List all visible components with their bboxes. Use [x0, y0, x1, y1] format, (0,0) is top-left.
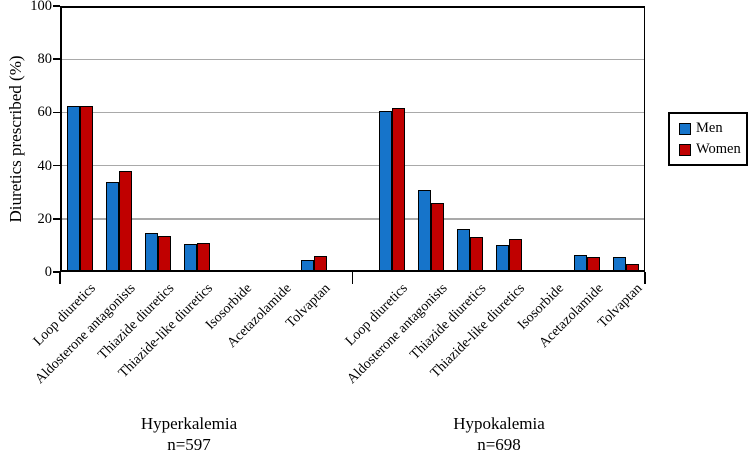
- legend-label-women: Women: [696, 141, 741, 157]
- group-label-name-hyperkalemia: Hyperkalemia: [140, 414, 238, 433]
- gridline-60: [60, 111, 645, 114]
- bar-hyperkalemia-thiazide-like-diuretics-women: [196, 242, 210, 272]
- gridline-20: [60, 218, 645, 220]
- x-tick-mark-2: [644, 272, 646, 284]
- bar-hyperkalemia-thiazide-diuretics-women: [157, 236, 171, 272]
- group-label-hyperkalemia: Hyperkalemia n=597: [141, 413, 237, 452]
- legend: Men Women: [668, 112, 748, 166]
- y-tick-mark-20: [53, 218, 60, 220]
- bar-hyperkalemia-tolvaptan-women: [313, 256, 327, 272]
- bar-hypokalemia-aldosterone-antagonists-men: [417, 189, 431, 272]
- bar-hyperkalemia-loop-diuretics-women: [79, 105, 93, 272]
- bar-hyperkalemia-thiazide-diuretics-men: [144, 233, 158, 272]
- x-tick-mark-0: [59, 272, 61, 284]
- bar-hyperkalemia-thiazide-like-diuretics-men: [183, 244, 197, 272]
- bar-hypokalemia-acetazolamide-men: [573, 254, 587, 272]
- y-tick-label-20: 20: [37, 210, 53, 227]
- bar-hypokalemia-isosorbide-men: [534, 270, 548, 272]
- group-label-hypokalemia: Hypokalemia n=698: [453, 413, 545, 452]
- legend-swatch-men-icon: [679, 122, 691, 135]
- legend-swatch-women-icon: [679, 143, 691, 156]
- y-tick-label-40: 40: [37, 157, 53, 174]
- group-label-n-hypokalemia: n=698: [477, 435, 521, 452]
- group-label-name-hypokalemia: Hypokalemia: [453, 414, 545, 433]
- gridline-40: [60, 164, 645, 167]
- y-tick-label-0: 0: [44, 264, 52, 280]
- bar-hyperkalemia-tolvaptan-men: [300, 260, 314, 272]
- y-tick-mark-40: [53, 164, 60, 167]
- gridline-80: [60, 58, 645, 60]
- y-axis-title: Diuretics prescribed (%): [6, 55, 25, 223]
- legend-item-women: Women: [679, 142, 746, 157]
- bar-hyperkalemia-acetazolamide-men: [261, 270, 275, 272]
- legend-item-men: Men: [679, 121, 746, 136]
- bar-hyperkalemia-aldosterone-antagonists-women: [118, 170, 132, 272]
- bar-hyperkalemia-acetazolamide-women: [274, 270, 288, 272]
- bar-hyperkalemia-aldosterone-antagonists-men: [105, 181, 119, 272]
- y-tick-mark-80: [53, 58, 60, 60]
- bar-hypokalemia-tolvaptan-men: [612, 257, 626, 272]
- bar-hypokalemia-loop-diuretics-men: [378, 111, 392, 272]
- bar-hyperkalemia-isosorbide-men: [222, 270, 236, 272]
- y-tick-mark-100: [53, 5, 60, 7]
- legend-label-men: Men: [696, 120, 723, 136]
- group-label-n-hyperkalemia: n=597: [167, 435, 211, 452]
- y-tick-label-100: 100: [30, 0, 52, 14]
- plot-area: [60, 6, 645, 272]
- bar-hypokalemia-isosorbide-women: [547, 270, 561, 272]
- bar-hypokalemia-thiazide-like-diuretics-men: [495, 245, 509, 272]
- bar-hypokalemia-acetazolamide-women: [586, 257, 600, 272]
- y-tick-mark-60: [53, 111, 60, 114]
- bar-hypokalemia-aldosterone-antagonists-women: [430, 202, 444, 272]
- bar-hyperkalemia-isosorbide-women: [235, 270, 249, 272]
- bar-hypokalemia-thiazide-like-diuretics-women: [508, 238, 522, 272]
- y-tick-label-60: 60: [37, 104, 53, 121]
- bar-hypokalemia-thiazide-diuretics-men: [456, 229, 470, 272]
- bar-hypokalemia-loop-diuretics-women: [391, 108, 405, 272]
- y-tick-mark-0: [53, 271, 60, 273]
- bar-hypokalemia-thiazide-diuretics-women: [469, 237, 483, 272]
- y-tick-label-80: 80: [37, 51, 53, 68]
- x-tick-mark-1: [351, 272, 354, 284]
- bar-hyperkalemia-loop-diuretics-men: [66, 105, 80, 272]
- bar-hypokalemia-tolvaptan-women: [625, 264, 639, 272]
